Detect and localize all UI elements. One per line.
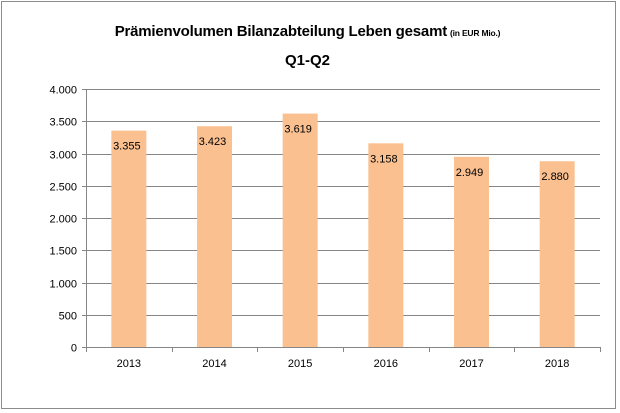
bar [197,126,232,348]
y-tick-label: 1.000 [49,279,77,291]
data-label: 3.619 [284,124,312,136]
y-tick-label: 0 [71,343,77,355]
bar [539,161,575,347]
x-tick-label: 2013 [117,358,141,370]
gridlines [86,89,600,316]
x-tick-label: 2017 [459,358,483,370]
chart-title: Prämienvolumen Bilanzabteilung Leben ges… [0,23,615,40]
y-tick-label: 2.000 [49,214,77,226]
y-tick-label: 4.000 [49,85,77,97]
bar [111,130,147,347]
y-tick-label: 2.500 [49,182,77,194]
data-label: 2.949 [456,167,484,179]
x-tick-label: 2016 [374,358,398,370]
labels: 0 500 1.000 1.500 2.000 2.500 3.000 3.500 4.000 3… [49,85,569,371]
y-tick-label: 3.500 [49,117,77,129]
bar [454,156,489,347]
bar [282,113,318,348]
bar [368,143,404,347]
x-tick-label: 2018 [545,358,569,370]
data-label: 3.158 [370,153,398,165]
y-tick-label: 1.500 [49,246,77,258]
axes [82,89,601,352]
chart-title-text: Prämienvolumen Bilanzabteilung Leben ges… [114,23,448,40]
bars [111,113,575,348]
chart-subtitle: Q1-Q2 [284,52,330,69]
data-label: 3.355 [113,141,141,153]
y-tick-label: 500 [59,311,77,323]
data-label: 3.423 [199,136,227,148]
y-tick-label: 3.000 [49,150,77,162]
data-label: 2.880 [541,171,569,183]
chart-title-unit: (in EUR Mio.) [450,28,501,38]
x-tick-label: 2014 [202,358,226,370]
x-tick-label: 2015 [288,358,312,370]
